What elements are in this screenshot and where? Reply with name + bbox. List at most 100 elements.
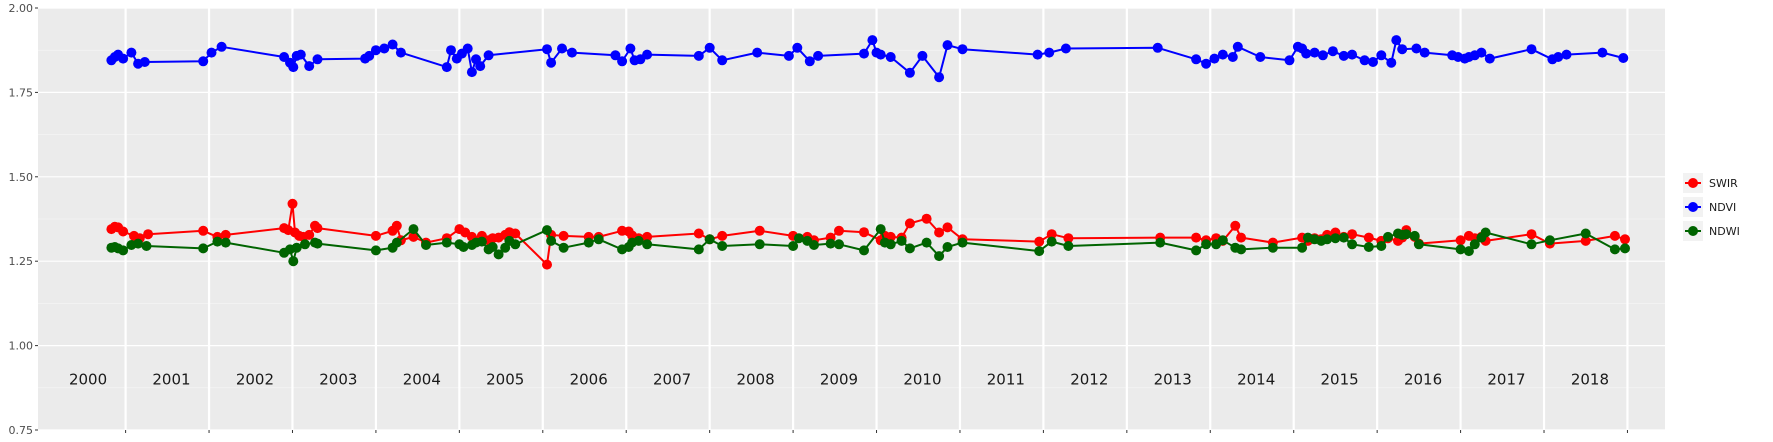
data-point-ndvi xyxy=(462,43,473,54)
data-point-ndwi xyxy=(458,242,469,252)
data-point-swir xyxy=(510,228,521,239)
data-point-swir xyxy=(304,229,315,240)
year-labels: 2000 2001 2002 2003 2004 2005 2006 2007 2008 2009… xyxy=(69,370,1609,388)
year-label: 2012 xyxy=(1070,370,1108,388)
data-point-ndwi xyxy=(1338,232,1349,243)
data-point-ndvi xyxy=(1411,43,1422,54)
data-point-ndvi xyxy=(379,43,390,54)
data-point-ndvi xyxy=(1368,57,1378,67)
data-point-ndwi xyxy=(198,243,209,254)
data-point-ndvi xyxy=(904,67,915,78)
data-point-ndvi xyxy=(885,52,896,62)
data-point-ndwi xyxy=(793,233,804,244)
data-point-ndwi xyxy=(1155,237,1166,248)
data-point-ndvi xyxy=(693,50,704,61)
data-point-ndvi xyxy=(942,40,953,51)
data-point-ndvi xyxy=(295,49,306,60)
data-point-swir xyxy=(198,225,209,236)
data-point-ndwi xyxy=(1455,244,1466,255)
data-point-ndwi xyxy=(1201,239,1212,250)
year-label: 2010 xyxy=(903,370,941,388)
data-point-swir xyxy=(693,228,704,239)
data-point-ndwi xyxy=(546,235,557,246)
data-point-ndwi xyxy=(1469,239,1480,250)
data-point-ndwi xyxy=(593,234,604,245)
data-point-ndvi xyxy=(610,50,621,61)
legend: SWIR NDVI NDWI xyxy=(1683,173,1740,241)
data-point-ndvi xyxy=(1618,53,1629,63)
legend-key-point xyxy=(1688,178,1698,188)
data-point-ndvi xyxy=(542,44,552,55)
y-tick-label: 2.00 xyxy=(9,2,34,15)
data-point-ndvi xyxy=(441,62,452,73)
year-label: 2001 xyxy=(152,370,190,388)
data-point-ndvi xyxy=(483,50,494,61)
data-point-ndwi xyxy=(1347,239,1358,250)
y-tick-label: 0.75 xyxy=(9,424,34,437)
y-tick-label: 1.75 xyxy=(9,86,34,99)
data-point-ndvi xyxy=(804,56,815,67)
data-point-ndwi xyxy=(825,238,836,249)
data-point-ndvi xyxy=(1397,44,1408,55)
data-point-ndvi xyxy=(1309,47,1320,58)
data-point-ndwi xyxy=(220,237,231,248)
data-point-ndvi xyxy=(557,43,567,54)
data-point-ndwi xyxy=(118,245,129,256)
data-point-ndvi xyxy=(1327,46,1338,57)
data-point-ndwi xyxy=(1322,234,1333,245)
data-point-ndvi xyxy=(216,41,227,52)
data-point-ndvi xyxy=(1227,52,1238,62)
major-gridlines xyxy=(38,7,1665,431)
data-point-swir xyxy=(834,225,844,236)
data-point-ndvi xyxy=(370,45,381,56)
year-label: 2013 xyxy=(1154,370,1192,388)
data-point-ndwi xyxy=(421,240,431,250)
data-point-ndvi xyxy=(1152,42,1163,53)
data-point-swir xyxy=(558,230,569,241)
data-point-ndwi xyxy=(133,238,144,249)
data-point-ndwi xyxy=(1409,230,1420,241)
data-point-ndwi xyxy=(408,224,419,235)
data-point-ndwi xyxy=(1383,231,1393,242)
year-label: 2005 xyxy=(486,370,524,388)
data-point-ndvi xyxy=(1060,43,1071,54)
data-point-ndvi xyxy=(395,47,406,58)
data-point-ndvi xyxy=(1476,47,1487,58)
year-label: 2004 xyxy=(403,370,441,388)
data-point-ndwi xyxy=(1236,244,1247,255)
data-point-ndwi xyxy=(1463,246,1474,257)
series-layer xyxy=(106,35,1630,270)
data-point-swir xyxy=(143,229,154,240)
data-point-ndvi xyxy=(1561,49,1572,60)
data-point-ndwi xyxy=(788,241,799,251)
data-point-ndvi xyxy=(387,39,398,50)
year-label: 2011 xyxy=(987,370,1025,388)
data-point-ndwi xyxy=(1034,246,1045,257)
data-point-ndvi xyxy=(934,72,945,83)
data-point-ndwi xyxy=(212,236,223,247)
data-point-ndwi xyxy=(957,237,968,248)
data-point-swir xyxy=(542,259,552,270)
data-point-ndvi xyxy=(1419,47,1430,58)
data-point-ndwi xyxy=(300,239,310,250)
data-point-swir xyxy=(1347,229,1358,240)
data-point-ndvi xyxy=(867,35,878,46)
data-point-ndwi xyxy=(875,224,886,235)
data-point-ndvi xyxy=(1201,58,1212,69)
year-label: 2007 xyxy=(653,370,691,388)
data-point-ndwi xyxy=(1267,242,1278,253)
data-point-swir xyxy=(391,220,402,231)
data-point-ndwi xyxy=(885,239,896,250)
y-axis: 0.75 1.00 1.25 1.50 1.75 2.00 xyxy=(9,2,38,437)
data-point-ndvi xyxy=(1391,35,1402,46)
data-point-swir xyxy=(1191,232,1202,243)
data-point-ndwi xyxy=(291,242,302,253)
year-label: 2016 xyxy=(1404,370,1442,388)
data-point-swir xyxy=(118,226,129,237)
data-point-ndwi xyxy=(1401,229,1412,240)
data-point-ndwi xyxy=(896,235,907,246)
data-point-ndwi xyxy=(1480,227,1491,238)
data-point-ndwi xyxy=(1297,242,1308,253)
year-label: 2008 xyxy=(736,370,774,388)
legend-key-point xyxy=(1688,202,1698,212)
